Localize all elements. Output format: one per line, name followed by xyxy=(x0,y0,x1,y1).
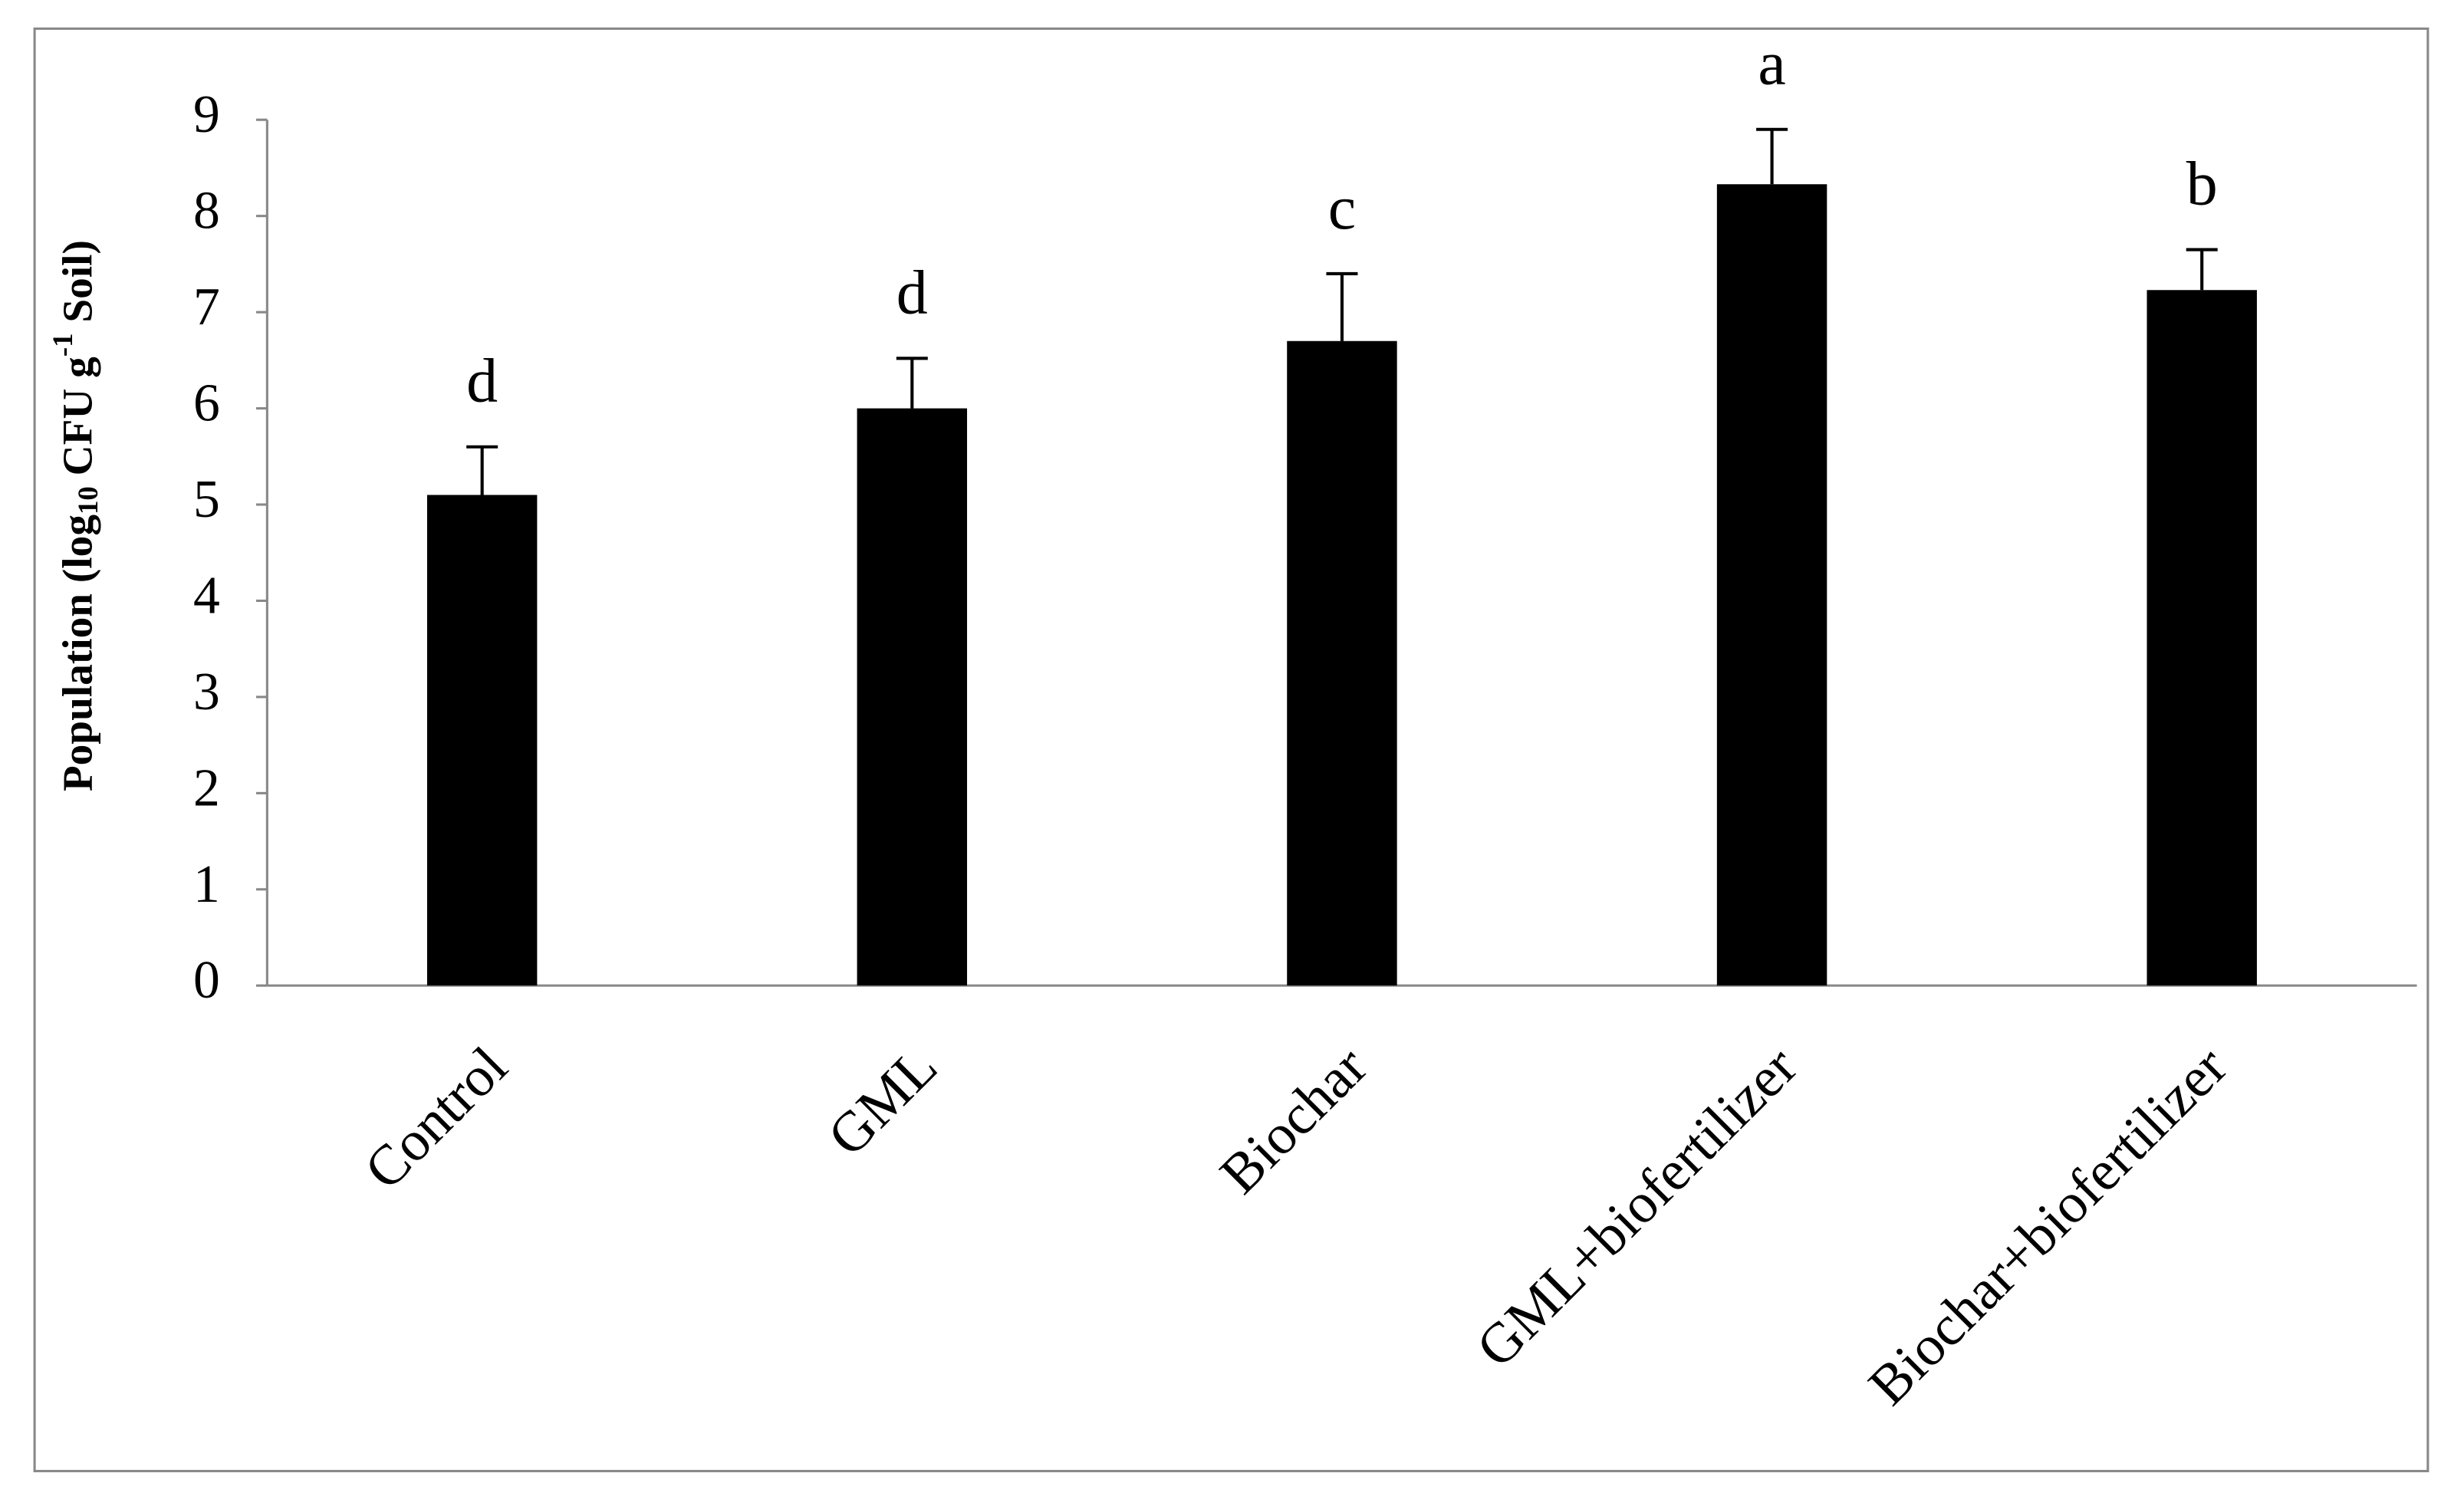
error-bar xyxy=(896,357,928,409)
y-tick-label: 4 xyxy=(193,566,220,625)
y-tick-label: 3 xyxy=(193,663,220,722)
y-tick-label: 8 xyxy=(193,182,220,241)
bar xyxy=(2147,290,2257,986)
y-tick-label: 7 xyxy=(193,278,220,337)
y-label-part: CFU g xyxy=(54,357,100,486)
bar xyxy=(426,495,538,986)
y-label-part: Population (log xyxy=(54,515,100,791)
error-bar xyxy=(1756,127,1788,185)
y-label-sup: -1 xyxy=(48,333,79,357)
y-tick-label: 0 xyxy=(193,951,220,1010)
y-tick-label: 2 xyxy=(193,758,220,817)
significance-letter: c xyxy=(1328,173,1356,242)
significance-letter: a xyxy=(1758,28,1785,98)
error-bar xyxy=(466,445,498,495)
y-label-sub: 10 xyxy=(72,486,104,515)
y-tick-label: 6 xyxy=(193,374,220,433)
bar xyxy=(1716,184,1827,986)
y-tick-label: 1 xyxy=(193,855,220,914)
y-label-part: Soil) xyxy=(54,240,100,333)
y-tick-label: 9 xyxy=(193,85,220,144)
bar xyxy=(857,408,968,986)
y-axis-label: Population (log10 CFU g-1 Soil) xyxy=(48,240,104,791)
error-bar xyxy=(2186,248,2218,291)
significance-letter: d xyxy=(896,257,928,327)
significance-letter: d xyxy=(466,346,498,416)
chart-frame xyxy=(33,27,2429,1472)
y-tick-label: 5 xyxy=(193,470,220,529)
significance-letter: b xyxy=(2186,149,2218,219)
error-bar xyxy=(1326,271,1358,341)
bar xyxy=(1287,340,1397,986)
